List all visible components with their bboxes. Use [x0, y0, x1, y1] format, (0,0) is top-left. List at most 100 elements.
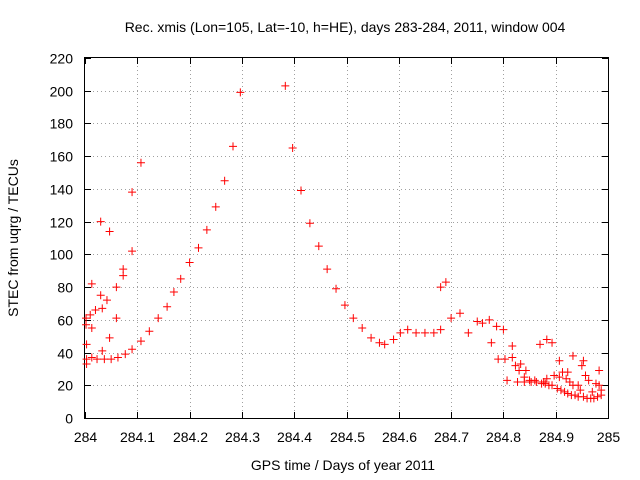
data-point — [220, 176, 229, 185]
data-point — [128, 345, 137, 354]
x-tick-label: 284.3 — [225, 429, 260, 445]
data-point — [595, 366, 604, 375]
data-point — [107, 355, 116, 364]
data-point — [176, 274, 185, 283]
data-point — [530, 376, 539, 385]
data-point — [367, 333, 376, 342]
data-point — [169, 288, 178, 296]
data-point — [597, 386, 606, 395]
data-point — [296, 186, 305, 195]
data-point — [340, 301, 349, 310]
y-tick-label: 80 — [57, 280, 73, 296]
data-point — [403, 325, 412, 334]
data-point — [485, 315, 494, 324]
data-point — [429, 328, 438, 337]
data-point — [464, 328, 473, 337]
data-point — [281, 81, 290, 90]
data-point — [323, 265, 332, 274]
y-tick-label: 220 — [50, 51, 74, 67]
grid-lines — [85, 58, 608, 418]
data-point — [553, 384, 562, 393]
data-point — [595, 381, 604, 390]
chart-title: Rec. xmis (Lon=105, Lat=-10, h=HE), days… — [125, 19, 566, 35]
data-point — [100, 355, 109, 364]
data-point — [349, 314, 358, 323]
data-point — [113, 353, 122, 362]
data-point — [516, 360, 525, 368]
y-tick-label: 140 — [50, 182, 74, 198]
y-tick-label: 120 — [50, 215, 74, 231]
data-point — [82, 320, 91, 329]
data-point — [96, 291, 105, 300]
data-point — [563, 368, 572, 377]
x-tick-label: 284.1 — [120, 429, 155, 445]
x-tick-label: 284.6 — [382, 429, 417, 445]
data-point — [455, 309, 464, 318]
data-point — [288, 144, 297, 152]
data-point — [513, 378, 522, 386]
data-point — [396, 328, 405, 337]
data-point — [185, 258, 194, 267]
data-point — [555, 356, 564, 365]
data-point — [508, 342, 517, 350]
data-point — [102, 296, 111, 305]
data-point — [441, 278, 450, 287]
x-tick-label: 284 — [74, 429, 98, 445]
data-point — [87, 279, 96, 288]
data-point — [314, 242, 323, 251]
data-point — [105, 333, 114, 342]
data-point — [499, 325, 508, 334]
y-tick-label: 40 — [57, 346, 73, 362]
x-tick-label: 284.9 — [539, 429, 574, 445]
data-point — [556, 386, 565, 395]
data-point — [82, 360, 91, 368]
data-point — [536, 340, 545, 349]
data-point — [98, 346, 107, 355]
data-point — [478, 319, 487, 328]
data-point — [532, 378, 541, 386]
data-point — [550, 371, 559, 380]
y-axis-label: STEC from uqrg / TECUs — [5, 159, 21, 317]
data-point — [145, 327, 154, 336]
y-tick-labels: 0 20 40 60 80 100 120 140 160 180 200 220 — [50, 51, 74, 427]
data-point — [577, 361, 586, 370]
x-tick-label: 284.5 — [330, 429, 365, 445]
data-point — [574, 381, 583, 390]
axis-ticks — [85, 58, 609, 419]
data-point — [579, 356, 588, 365]
data-point — [508, 353, 517, 362]
data-point — [389, 335, 398, 344]
data-point — [520, 378, 529, 386]
data-point — [581, 371, 590, 380]
y-tick-label: 0 — [65, 411, 73, 427]
data-point — [584, 376, 593, 385]
data-point — [447, 314, 456, 323]
data-point — [579, 392, 588, 401]
data-point — [105, 227, 114, 236]
y-tick-label: 20 — [57, 378, 73, 394]
data-point — [96, 217, 105, 226]
data-point — [93, 355, 102, 364]
data-point — [542, 335, 551, 344]
data-points — [82, 81, 606, 403]
data-point — [305, 219, 314, 228]
data-point — [487, 338, 496, 347]
data-point — [562, 374, 571, 383]
x-tick-label: 284.4 — [277, 429, 312, 445]
data-point — [503, 376, 512, 385]
data-point — [91, 306, 100, 314]
data-point — [121, 350, 130, 359]
y-tick-label: 180 — [50, 116, 74, 132]
data-point — [332, 284, 341, 293]
x-tick-label: 285 — [597, 429, 621, 445]
x-tick-labels: 284 284.1 284.2 284.3 284.4 284.5 284.6 284.7 28… — [74, 429, 621, 445]
x-tick-label: 284.7 — [434, 429, 469, 445]
data-point — [211, 202, 220, 211]
data-point — [541, 379, 550, 388]
data-point — [436, 283, 445, 292]
data-point — [358, 324, 367, 332]
data-point — [473, 317, 482, 326]
data-point — [511, 361, 520, 370]
data-point — [82, 340, 91, 349]
